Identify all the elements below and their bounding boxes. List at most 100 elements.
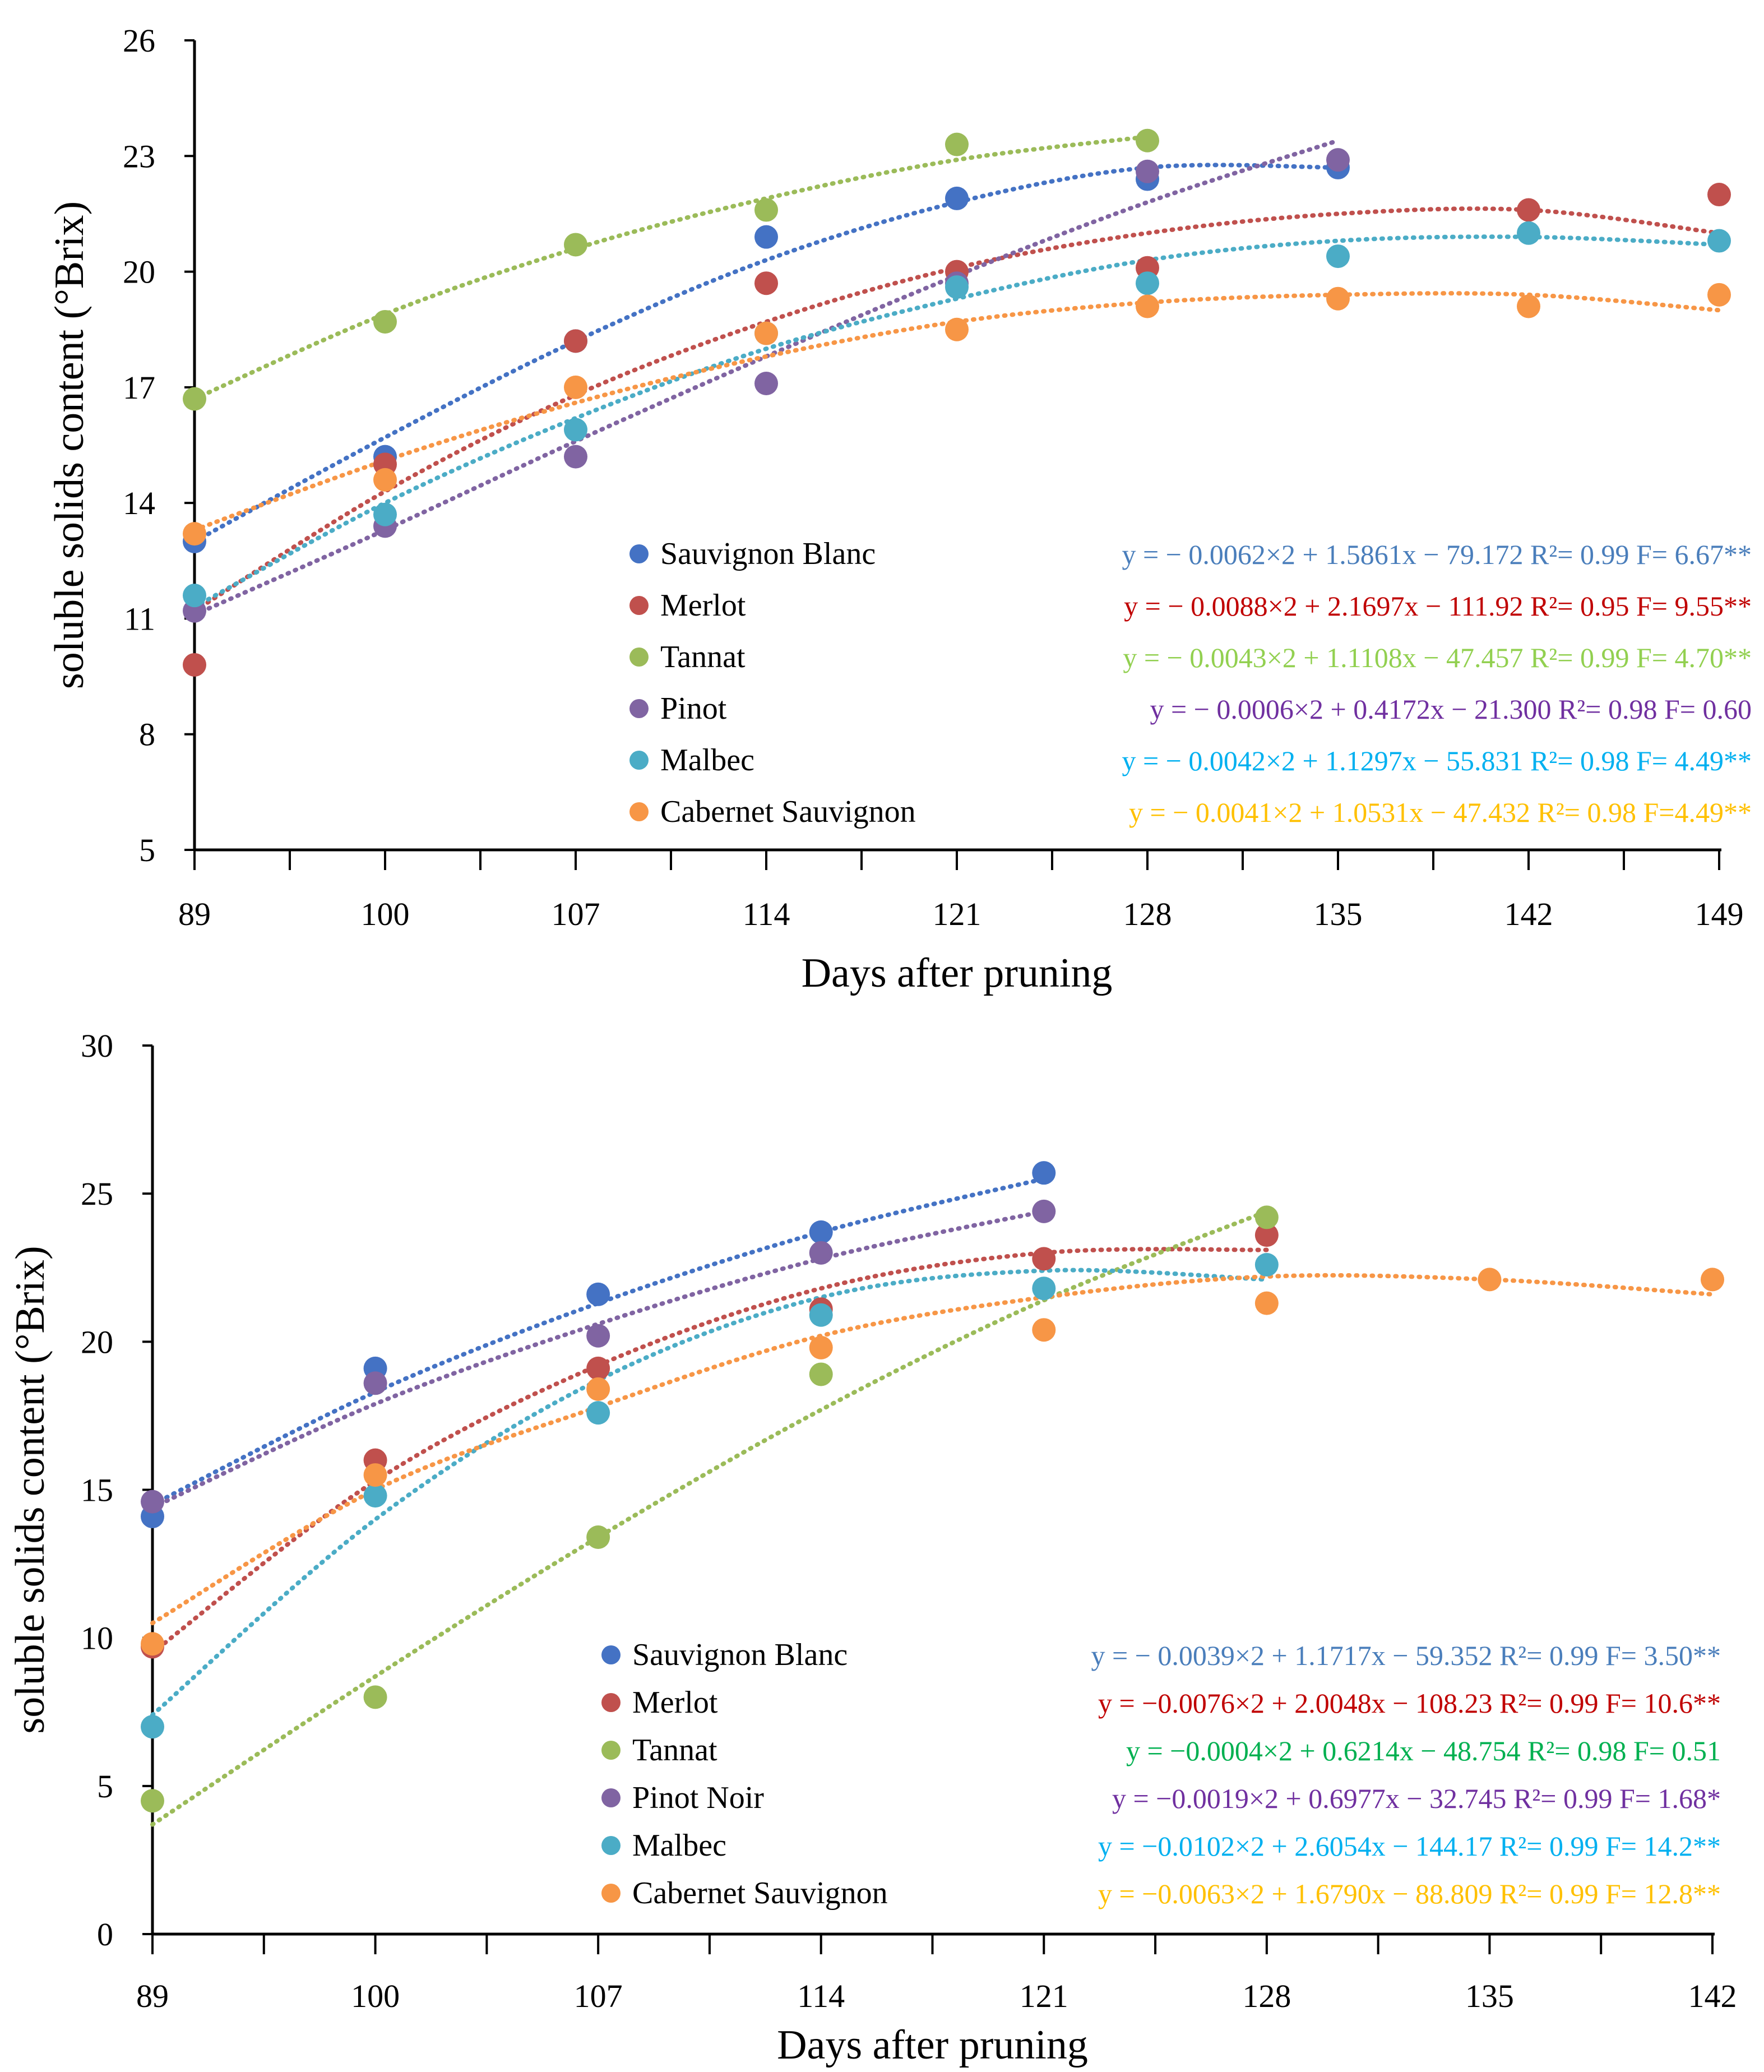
y-tick-label: 8 xyxy=(139,716,155,753)
data-point-tannat xyxy=(586,1525,610,1550)
data-point-pinot xyxy=(564,445,587,469)
y-tick-label: 26 xyxy=(123,22,155,59)
data-point-malbec xyxy=(141,1715,164,1739)
data-point-malbec xyxy=(1517,221,1540,245)
data-point-malbec xyxy=(183,584,206,608)
x-tick-label: 121 xyxy=(933,896,981,932)
legend-marker xyxy=(629,544,649,563)
legend-label: Tannat xyxy=(660,640,746,674)
legend-marker xyxy=(629,596,649,615)
y-tick-label: 14 xyxy=(123,485,155,521)
chart-2: 89 100 107 114 121 128 135 142 0 5 10 15 20 25 30 Days … xyxy=(7,1028,1737,2068)
y-tick-label: 0 xyxy=(97,1916,113,1953)
data-point-sauvignon-blanc xyxy=(586,1282,610,1306)
legend-label: Sauvignon Blanc xyxy=(632,1638,848,1672)
data-point-cabernet-sauvignon xyxy=(373,468,397,492)
y-tick-label: 10 xyxy=(81,1620,113,1657)
data-point-cabernet-sauvignon xyxy=(1136,294,1159,318)
legend-label: Merlot xyxy=(660,588,746,623)
data-point-tannat xyxy=(564,233,587,257)
trend-equation: y = −0.0102×2 + 2.6054x − 144.17 R²= 0.9… xyxy=(1098,1830,1721,1862)
data-point-sauvignon-blanc xyxy=(945,186,969,210)
legend-marker xyxy=(601,1884,621,1903)
trendline-tannat xyxy=(150,1209,1269,1827)
data-point-malbec xyxy=(1254,1252,1279,1276)
data-point-cabernet-sauvignon xyxy=(363,1463,387,1487)
x-tick-label: 114 xyxy=(743,896,790,932)
data-point-cabernet-sauvignon xyxy=(564,375,587,399)
legend-label: Cabernet Sauvignon xyxy=(660,794,916,829)
legend-label: Merlot xyxy=(632,1685,718,1720)
data-point-malbec xyxy=(363,1484,387,1508)
legend-marker xyxy=(629,802,649,821)
legend-marker xyxy=(629,699,649,718)
legend-marker xyxy=(601,1788,621,1807)
data-point-merlot xyxy=(1707,183,1731,207)
y-axis-title: soluble solids content (°Brix) xyxy=(7,1246,53,1733)
data-point-tannat xyxy=(373,309,397,334)
data-point-tannat xyxy=(809,1362,833,1386)
data-point-cabernet-sauvignon xyxy=(1701,1268,1724,1292)
y-tick-label: 25 xyxy=(81,1176,113,1212)
trend-equation: y = − 0.0041×2 + 1.0531x − 47.432 R²= 0.… xyxy=(1129,797,1752,828)
data-point-merlot xyxy=(1254,1223,1279,1247)
y-tick-label: 23 xyxy=(123,138,155,174)
y-tick-label: 20 xyxy=(81,1324,113,1360)
trendline-tannat xyxy=(192,134,1150,401)
data-point-pinot-noir xyxy=(1032,1199,1056,1223)
x-tick-label: 149 xyxy=(1695,896,1744,932)
x-tick-label: 89 xyxy=(136,1978,169,2014)
data-point-cabernet-sauvignon xyxy=(1478,1268,1502,1292)
data-point-cabernet-sauvignon xyxy=(183,522,206,546)
legend-label: Pinot xyxy=(660,691,727,726)
data-point-malbec xyxy=(1136,271,1159,295)
trendline-malbec xyxy=(192,234,1721,609)
legend-marker xyxy=(601,1693,621,1712)
data-point-pinot-noir xyxy=(363,1371,387,1395)
trend-equation: y = −0.0076×2 + 2.0048x − 108.23 R²= 0.9… xyxy=(1098,1687,1721,1719)
data-point-cabernet-sauvignon xyxy=(1326,286,1350,311)
x-tick-label: 89 xyxy=(178,896,211,932)
data-point-merlot xyxy=(564,329,587,353)
x-tick-label: 100 xyxy=(361,896,410,932)
x-tick-label: 121 xyxy=(1020,1978,1068,2014)
data-point-merlot xyxy=(183,653,206,677)
data-point-pinot-noir xyxy=(586,1324,610,1348)
data-point-tannat xyxy=(754,198,778,222)
data-point-malbec xyxy=(564,418,587,442)
data-point-sauvignon-blanc xyxy=(754,225,778,249)
data-point-cabernet-sauvignon xyxy=(1032,1318,1056,1342)
data-point-malbec xyxy=(373,502,397,526)
legend-label: Cabernet Sauvignon xyxy=(632,1876,888,1911)
legend-label: Malbec xyxy=(660,743,754,778)
legend-marker xyxy=(601,1836,621,1855)
data-point-sauvignon-blanc xyxy=(1032,1161,1056,1185)
data-point-cabernet-sauvignon xyxy=(1707,283,1731,307)
chart-1: 89 100 107 114 121 128 135 142 149 5 8 11 14 17 20 23 26… xyxy=(47,22,1752,996)
data-point-merlot xyxy=(586,1356,610,1380)
y-tick-label: 30 xyxy=(81,1028,113,1064)
data-point-tannat xyxy=(1136,128,1159,152)
data-point-cabernet-sauvignon xyxy=(141,1632,164,1656)
data-point-tannat xyxy=(363,1685,387,1709)
trendline-pinot-noir xyxy=(150,1209,1047,1510)
data-point-cabernet-sauvignon xyxy=(945,317,969,341)
x-axis-title: Days after pruning xyxy=(777,2022,1088,2068)
data-point-cabernet-sauvignon xyxy=(1517,294,1540,318)
x-tick-label: 100 xyxy=(351,1978,400,2014)
legend-label: Pinot Noir xyxy=(632,1780,764,1815)
legend-label: Sauvignon Blanc xyxy=(660,536,876,571)
y-tick-label: 17 xyxy=(123,369,155,406)
trend-equation: y = −0.0019×2 + 0.6977x − 32.745 R²= 0.9… xyxy=(1112,1783,1721,1814)
y-tick-label: 5 xyxy=(97,1768,113,1805)
data-point-malbec xyxy=(809,1303,833,1327)
y-tick-label: 15 xyxy=(81,1472,113,1509)
trend-equation: y = − 0.0062×2 + 1.5861x − 79.172 R²= 0.… xyxy=(1122,539,1752,570)
data-point-malbec xyxy=(1032,1276,1056,1301)
trend-equation: y = − 0.0043×2 + 1.1108x − 47.457 R²= 0.… xyxy=(1123,642,1752,673)
trendline-cabernet-sauvignon xyxy=(150,1273,1715,1626)
y-axis-title: soluble solids content (°Brix) xyxy=(47,201,92,689)
data-point-merlot xyxy=(1032,1247,1056,1271)
data-point-pinot xyxy=(1136,159,1159,183)
data-point-pinot xyxy=(1326,148,1350,172)
